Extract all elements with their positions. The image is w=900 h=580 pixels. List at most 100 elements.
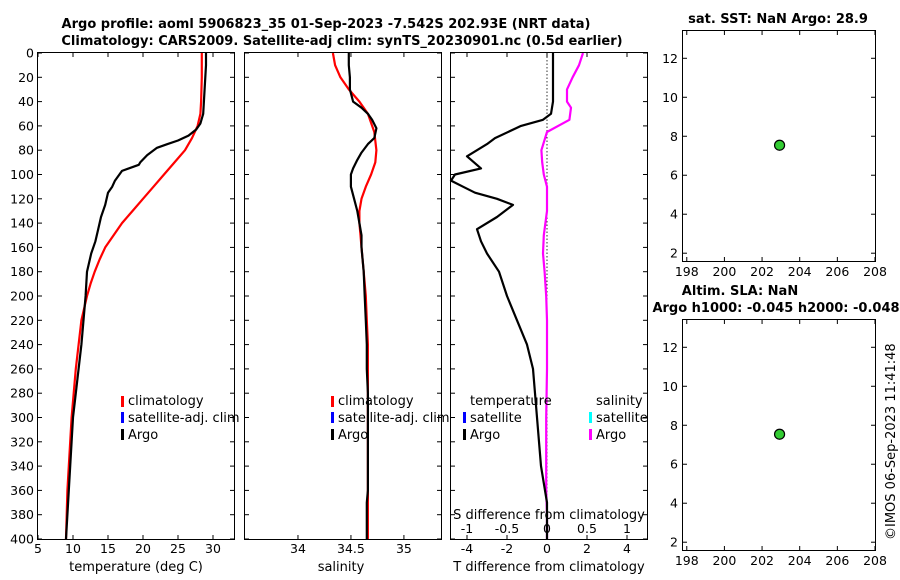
map-xtick-label: 206	[825, 553, 849, 568]
legend-swatch-argo	[121, 429, 124, 440]
temperature-xlabel: temperature (deg C)	[69, 560, 203, 575]
legend-argo: Argo	[128, 428, 158, 443]
map-xtick-label: 202	[750, 553, 774, 568]
main-title-line1: Argo profile: aoml 5906823_35 01-Sep-202…	[62, 17, 591, 32]
argo-line	[347, 53, 378, 539]
legend-temperature-header: temperature	[470, 394, 552, 409]
salinity-legend: climatology satellite-adj. clim Argo	[331, 394, 450, 443]
legend-s-satellite: satellite	[596, 411, 648, 426]
sst-map-points	[773, 139, 786, 151]
depth-tick-label: 160	[10, 240, 34, 255]
salinity-xlabel: salinity	[318, 560, 365, 575]
depth-tick-label: 100	[10, 167, 34, 182]
s-diff-x-tick-label: -1	[461, 521, 473, 536]
depth-tick-label: 20	[18, 70, 34, 85]
sla-map-axes-box	[682, 319, 876, 551]
depth-tick-label: 260	[10, 361, 34, 376]
legend-satellite: satellite-adj. clim	[128, 411, 240, 426]
depth-tick-label: 400	[10, 532, 34, 547]
depth-tick-label: 200	[10, 289, 34, 304]
depth-tick-label: 40	[18, 94, 34, 109]
map-ytick-label: 6	[670, 168, 678, 183]
depth-tick-label: 360	[10, 483, 34, 498]
legend-swatch-t-argo	[463, 429, 466, 440]
depth-tick-label: 380	[10, 507, 34, 522]
depth-tick-label: 240	[10, 337, 34, 352]
main-title-line2: Climatology: CARS2009. Satellite-adj cli…	[61, 34, 622, 49]
sst-map-ticks: 198 200 202 204 206 208 2 4 6 8 10 12	[662, 31, 887, 279]
s-diff-x-ticks: -1 -0.5 0 0.5 1	[461, 521, 631, 539]
map-ytick-label: 4	[670, 207, 678, 222]
salinity-diff-line	[540, 52, 585, 539]
map-ytick-label: 8	[670, 418, 678, 433]
legend-t-satellite: satellite	[470, 411, 522, 426]
map-ytick-label: 2	[670, 246, 678, 261]
argo-location-marker	[773, 428, 786, 440]
depth-tick-label: 280	[10, 386, 34, 401]
legend-climatology: climatology	[128, 394, 204, 409]
temperature-legend: climatology satellite-adj. clim Argo	[121, 394, 240, 443]
legend-swatch-climatology	[121, 396, 124, 407]
sla-map-points	[773, 428, 786, 440]
depth-tick-label: 340	[10, 459, 34, 474]
map-ytick-label: 8	[670, 129, 678, 144]
s-diff-x-tick-label: 1	[623, 521, 631, 536]
temperature-x-tick-label: 20	[135, 541, 151, 556]
depth-tick-label: 320	[10, 434, 34, 449]
sla-map-ticks: 198 200 202 204 206 208 2 4 6 8 10 12	[662, 320, 887, 568]
map-ytick-label: 10	[662, 379, 678, 394]
map-ytick-label: 6	[670, 457, 678, 472]
t-diff-xlabel: T difference from climatology	[452, 560, 645, 575]
t-diff-x-tick-label: 4	[623, 541, 631, 556]
temperature-x-tick-label: 10	[65, 541, 81, 556]
map-xtick-label: 200	[712, 553, 736, 568]
temperature-series	[64, 53, 208, 540]
legend-swatch-argo	[331, 429, 334, 440]
legend-swatch-satellite	[121, 412, 124, 423]
climatology-line	[64, 53, 203, 540]
difference-panel: -4 -2 0 2 4 -1 -0.5 0 0.5 1 T difference from cl…	[449, 52, 648, 575]
t-diff-x-tick-label: 0	[543, 541, 551, 556]
map-xtick-label: 202	[750, 264, 774, 279]
legend-swatch-s-satellite	[589, 412, 592, 423]
difference-axes-box	[450, 52, 648, 540]
depth-tick-label: 140	[10, 216, 34, 231]
difference-y-ticks	[451, 52, 647, 540]
map-ytick-label: 2	[670, 535, 678, 550]
salinity-axes-box	[244, 52, 442, 540]
argo-location-marker	[773, 139, 786, 151]
map-xtick-label: 204	[788, 553, 812, 568]
temperature-x-tick-label: 5	[34, 541, 42, 556]
argo-line	[64, 53, 208, 540]
salinity-y-ticks	[245, 52, 441, 540]
temperature-x-tick-label: 25	[170, 541, 186, 556]
temperature-x-ticks: 5 10 15 20 25 30	[34, 53, 221, 556]
salinity-x-tick-label: 34	[290, 541, 306, 556]
legend-s-argo: Argo	[596, 428, 626, 443]
depth-tick-label: 0	[26, 46, 34, 61]
map-ytick-label: 12	[662, 51, 678, 66]
temperature-x-tick-label: 30	[205, 541, 221, 556]
sla-map-panel: Altim. SLA: NaN Argo h1000: -0.045 h2000…	[652, 284, 899, 568]
temperature-axes-box	[37, 52, 235, 540]
map-xtick-label: 198	[675, 553, 699, 568]
s-diff-x-tick-label: 0.5	[577, 521, 597, 536]
map-xtick-label: 206	[825, 264, 849, 279]
depth-tick-label: 120	[10, 191, 34, 206]
difference-series	[449, 52, 585, 539]
s-diff-x-tick-label: 0	[543, 521, 551, 536]
sla-map-title2: Argo h1000: -0.045 h2000: -0.048	[652, 301, 899, 316]
legend-swatch-s-argo	[589, 429, 592, 440]
map-xtick-label: 198	[675, 264, 699, 279]
map-xtick-label: 208	[863, 553, 887, 568]
legend-swatch-t-satellite	[463, 412, 466, 423]
sst-map-title: sat. SST: NaN Argo: 28.9	[688, 12, 868, 27]
timestamp: ©IMOS 06-Sep-2023 11:41:48	[884, 343, 899, 540]
t-diff-x-tick-label: 2	[583, 541, 591, 556]
legend-swatch-satellite	[331, 412, 334, 423]
depth-tick-label: 220	[10, 313, 34, 328]
legend-satellite: satellite-adj. clim	[338, 411, 450, 426]
map-ytick-label: 4	[670, 496, 678, 511]
climatology-line	[331, 52, 378, 539]
